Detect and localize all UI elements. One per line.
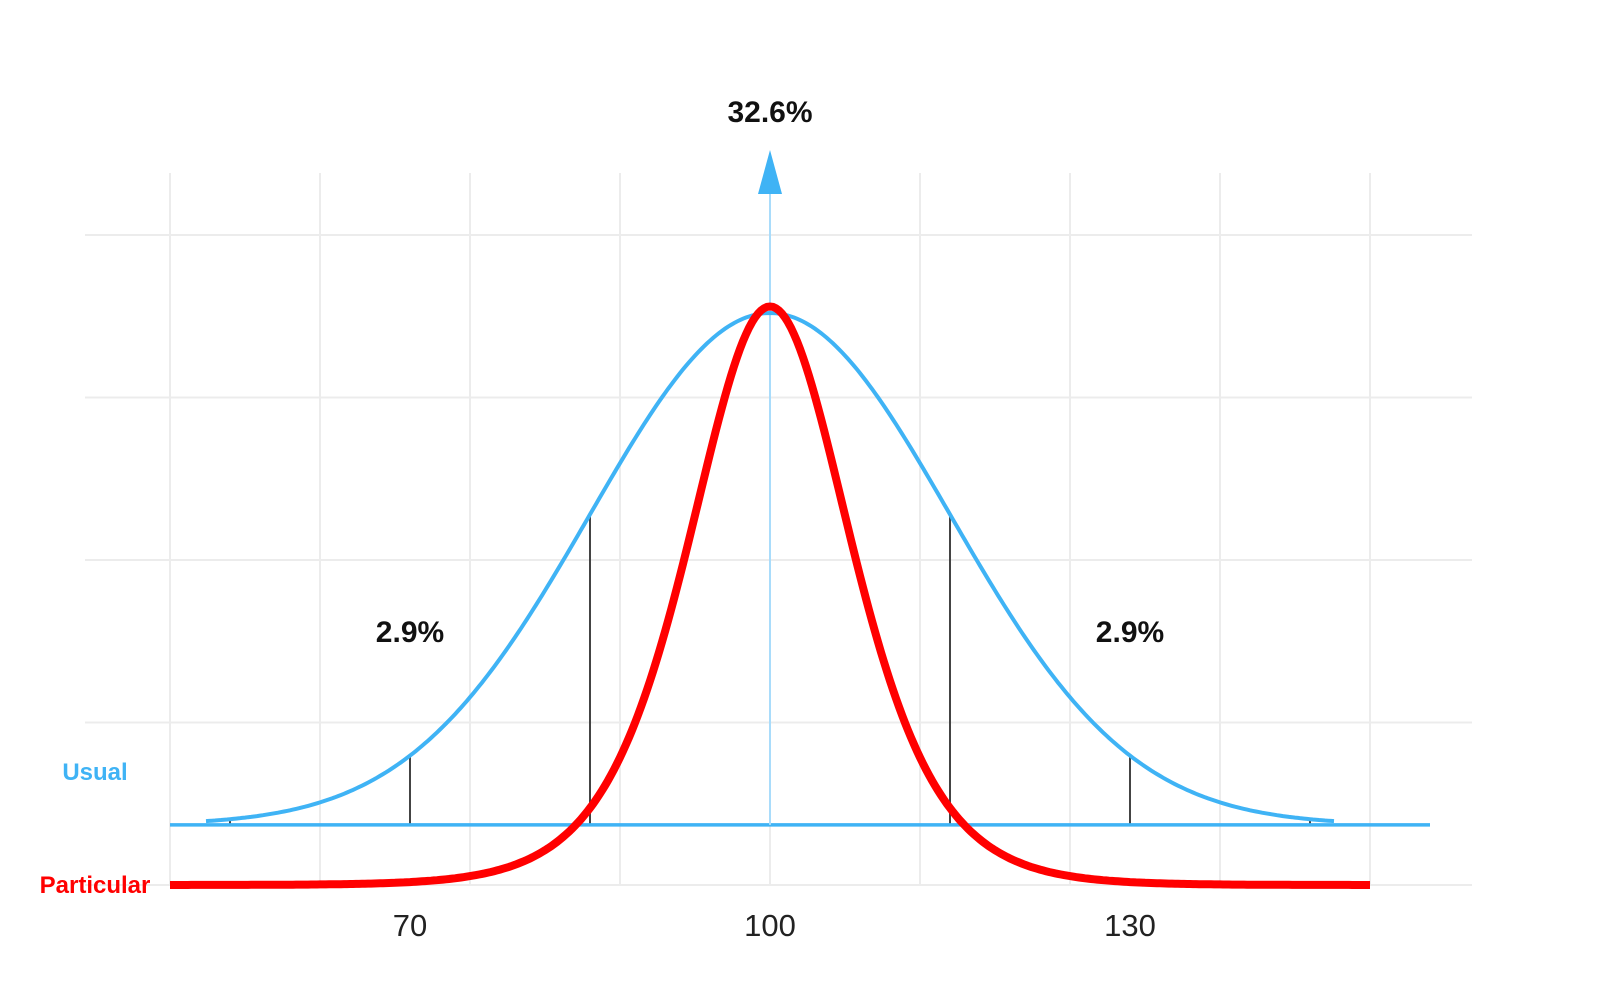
usual-curve <box>205 310 1335 824</box>
x-tick-label: 130 <box>1104 908 1156 943</box>
particular-series-label: Particular <box>40 872 151 899</box>
chart-grid <box>85 173 1472 886</box>
usual-drop-lines <box>229 514 1311 825</box>
particular-curve <box>170 302 1370 889</box>
x-tick-label: 100 <box>744 908 796 943</box>
peak-arrow-icon <box>758 150 782 194</box>
right-tail-annotation: 2.9% <box>1096 616 1164 649</box>
x-tick-label: 70 <box>393 908 427 943</box>
left-tail-annotation: 2.9% <box>376 616 444 649</box>
peak-annotation: 32.6% <box>727 96 812 129</box>
usual-series-label: Usual <box>62 759 127 786</box>
